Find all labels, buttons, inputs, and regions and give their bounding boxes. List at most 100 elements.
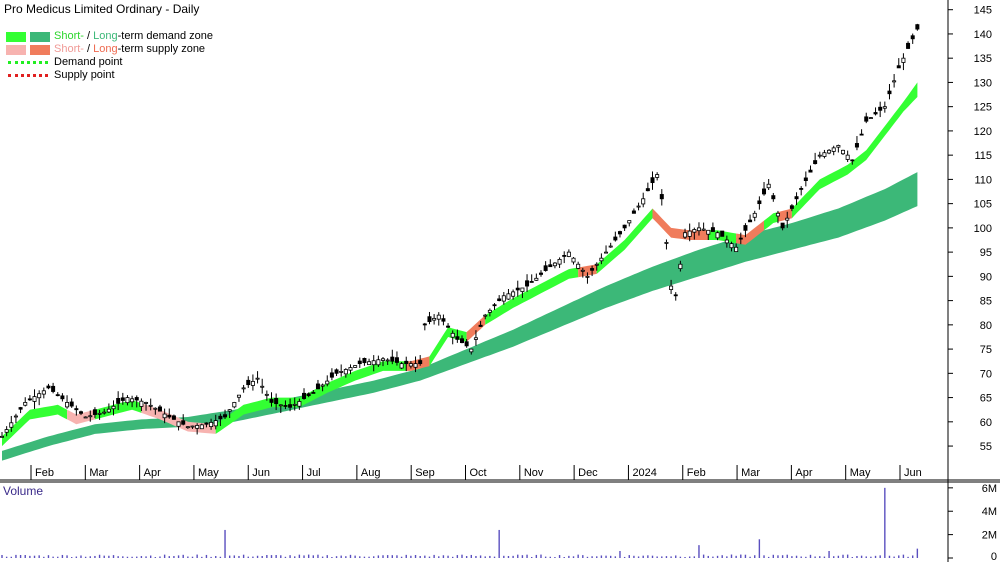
volume-tick-label: 6M — [982, 483, 997, 495]
y-tick-label: 145 — [974, 5, 992, 17]
x-tick-label: Jun — [904, 467, 922, 479]
y-tick-label: 100 — [974, 223, 992, 235]
candle-body — [808, 169, 813, 173]
candle-body — [306, 393, 311, 397]
candle-body — [836, 145, 841, 148]
candle-body — [775, 212, 780, 217]
candle-body — [432, 317, 437, 321]
candle-body — [13, 415, 18, 418]
candle-body — [701, 228, 706, 231]
candle-body — [362, 357, 367, 364]
candle-body — [882, 106, 887, 109]
x-tick-label: May — [850, 467, 871, 479]
candle-body — [627, 220, 632, 224]
candle-body — [585, 275, 590, 278]
candle-body — [199, 424, 204, 430]
candle-body — [757, 200, 762, 205]
y-tick-label: 140 — [974, 29, 992, 41]
candle-body — [18, 407, 23, 410]
y-tick-label: 115 — [974, 150, 992, 162]
short-term-demand-zone — [215, 361, 407, 434]
x-tick-label: Jun — [252, 467, 270, 479]
candle-body — [390, 356, 395, 362]
x-tick-label: Dec — [578, 467, 598, 479]
candle-body — [329, 372, 334, 378]
candle-body — [83, 416, 88, 419]
candle-body — [473, 337, 478, 340]
candle-body — [125, 397, 130, 404]
x-tick-label: Sep — [415, 467, 435, 479]
candle-body — [525, 280, 530, 287]
candle-body — [729, 243, 734, 249]
candle-body — [269, 398, 274, 403]
candle-body — [850, 159, 855, 162]
candle-body — [302, 392, 307, 399]
candle-body — [250, 381, 255, 386]
y-tick-label: 80 — [980, 320, 992, 332]
candle-body — [599, 257, 604, 262]
candle-body — [752, 212, 757, 218]
candle-body — [678, 263, 683, 269]
candle-body — [283, 405, 288, 407]
candle-body — [664, 242, 669, 244]
candle-body — [841, 149, 846, 155]
candle-body — [571, 257, 576, 263]
short-term-supply-zone — [406, 356, 430, 371]
volume-tick-label: 2M — [982, 530, 997, 542]
long-term-demand-zone — [2, 172, 918, 461]
demand-point-line — [8, 61, 48, 64]
candle-body — [734, 246, 739, 253]
candle-body — [669, 285, 674, 290]
candle-body — [260, 385, 265, 388]
short-term-demand-zone — [764, 212, 778, 231]
candle-body — [446, 325, 451, 328]
candle-body — [497, 298, 502, 302]
candle-body — [710, 227, 715, 232]
x-tick-label: Nov — [524, 467, 544, 479]
candle-body — [74, 408, 79, 411]
candle-body — [557, 258, 562, 265]
y-tick-label: 130 — [974, 77, 992, 89]
candle-body — [106, 408, 111, 413]
x-tick-label: Apr — [795, 467, 812, 479]
y-tick-label: 110 — [974, 174, 992, 186]
legend-supply-point: Supply point — [6, 69, 213, 82]
candle-body — [827, 149, 832, 154]
candle-body — [441, 318, 446, 322]
candle-body — [130, 398, 135, 403]
candle-body — [334, 369, 339, 374]
candle-body — [548, 264, 553, 268]
legend-demand-point: Demand point — [6, 56, 213, 69]
legend-demand-rest: -term demand zone — [117, 30, 214, 42]
candle-body — [785, 217, 790, 221]
candle-body — [450, 332, 455, 338]
candle-body — [264, 393, 269, 396]
candle-body — [794, 196, 799, 200]
candle-body — [655, 174, 660, 178]
candle-body — [878, 106, 883, 111]
candle-body — [51, 385, 56, 392]
candle-body — [864, 116, 869, 122]
candle-body — [320, 384, 325, 387]
candle-body — [343, 369, 348, 375]
candle-body — [803, 177, 808, 182]
candle-body — [139, 400, 144, 407]
candle-body — [255, 377, 260, 380]
candle-body — [511, 291, 516, 297]
candle-body — [404, 360, 409, 365]
candle-body — [46, 385, 51, 389]
short-term-supply-zone — [67, 409, 95, 425]
candle-body — [743, 225, 748, 231]
candle-body — [562, 255, 567, 257]
legend-supply-short: Short- — [54, 43, 84, 55]
candle-body — [901, 57, 906, 63]
legend-demand-point-label: Demand point — [54, 56, 123, 68]
candle-body — [552, 262, 557, 267]
candle-body — [501, 295, 506, 302]
y-tick-label: 75 — [980, 344, 992, 356]
candle-body — [88, 415, 93, 418]
candle-body — [223, 414, 228, 418]
candle-body — [617, 231, 622, 235]
x-tick-label: Jul — [307, 467, 321, 479]
candle-body — [297, 401, 302, 407]
